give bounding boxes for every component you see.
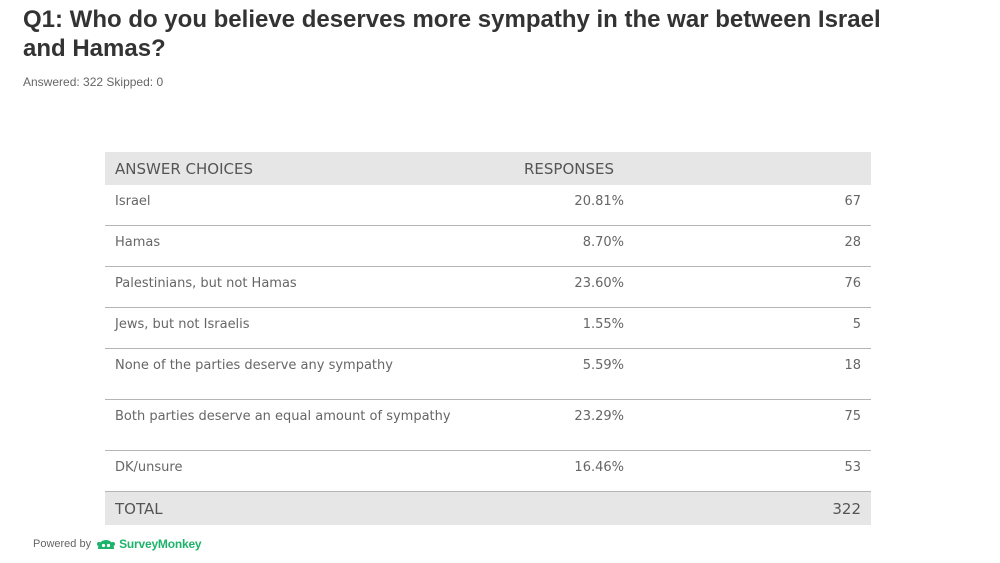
response-percent: 20.81% [514, 185, 634, 226]
response-percent: 8.70% [514, 225, 634, 267]
powered-by-label: Powered by [33, 538, 92, 550]
table-header-row: ANSWER CHOICES RESPONSES [105, 152, 871, 185]
table-row: Palestinians, but not Hamas 23.60% 76 [105, 266, 871, 308]
response-count: 28 [634, 225, 871, 267]
answer-choice: Both parties deserve an equal amount of … [105, 399, 514, 451]
response-percent: 1.55% [514, 307, 634, 349]
table-row: None of the parties deserve any sympathy… [105, 348, 871, 400]
table-total-row: TOTAL 322 [105, 491, 871, 525]
response-count: 5 [634, 307, 871, 349]
header-responses: RESPONSES [514, 152, 871, 185]
total-count: 322 [634, 491, 871, 525]
table-row: Hamas 8.70% 28 [105, 225, 871, 267]
answer-choice: Hamas [105, 225, 514, 267]
table-row: Jews, but not Israelis 1.55% 5 [105, 307, 871, 349]
skipped-count: Skipped: 0 [106, 75, 164, 89]
response-percent: 23.29% [514, 399, 634, 451]
table-row: Both parties deserve an equal amount of … [105, 399, 871, 451]
total-spacer [514, 491, 634, 525]
response-percent: 5.59% [514, 348, 634, 400]
response-count: 76 [634, 266, 871, 308]
header-answer-choices: ANSWER CHOICES [105, 152, 514, 185]
response-count: 75 [634, 399, 871, 451]
answer-choice: Israel [105, 185, 514, 226]
answer-choice: DK/unsure [105, 450, 514, 492]
table-row: Israel 20.81% 67 [105, 185, 871, 226]
answer-choice: Palestinians, but not Hamas [105, 266, 514, 308]
surveymonkey-brand: SurveyMonkey [119, 537, 202, 551]
results-table: ANSWER CHOICES RESPONSES Israel 20.81% 6… [105, 152, 871, 525]
total-label: TOTAL [105, 491, 514, 525]
response-count: 67 [634, 185, 871, 226]
powered-by-footer[interactable]: Powered by SurveyMonkey [33, 537, 202, 551]
answered-count: Answered: 322 [23, 75, 104, 89]
response-percent: 23.60% [514, 266, 634, 308]
table-row: DK/unsure 16.46% 53 [105, 450, 871, 492]
response-summary: Answered: 322 Skipped: 0 [23, 75, 163, 89]
response-count: 53 [634, 450, 871, 492]
answer-choice: None of the parties deserve any sympathy [105, 348, 514, 400]
response-count: 18 [634, 348, 871, 400]
surveymonkey-logo-icon [96, 537, 116, 551]
response-percent: 16.46% [514, 450, 634, 492]
answer-choice: Jews, but not Israelis [105, 307, 514, 349]
question-title: Q1: Who do you believe deserves more sym… [23, 6, 881, 62]
